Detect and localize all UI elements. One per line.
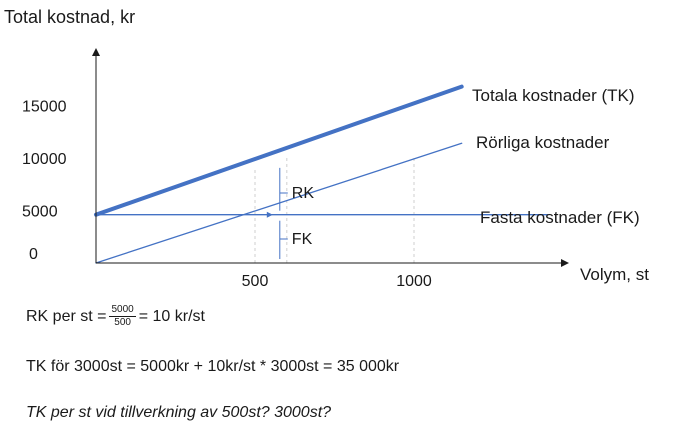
rk-result: = 10 kr/st [138, 307, 205, 325]
y-tick-15000: 15000 [22, 99, 67, 116]
rk-denominator: 500 [114, 317, 131, 328]
fk-arrow [266, 211, 273, 218]
reference-lines [254, 155, 415, 263]
annotation-fk: FK [292, 231, 313, 248]
series-label-2: Fasta kostnader (FK) [480, 208, 640, 227]
x-tick-500: 500 [242, 273, 269, 290]
y-tick-10000: 10000 [22, 151, 67, 168]
x-tick-1000: 1000 [396, 273, 432, 290]
rk-per-unit-formula: RK per st = 5000 500 = 10 kr/st [26, 304, 205, 329]
question-text: TK per st vid tillverkning av 500st? 300… [26, 404, 332, 421]
cost-chart: Totala kostnader (TK) Rörliga kostnader Fa… [4, 7, 649, 291]
rk-numerator: 5000 [109, 304, 136, 317]
series-label-1: Rörliga kostnader [476, 133, 610, 152]
tick-labels: 0 5000 10000 15000 500 1000 [22, 99, 432, 291]
series-group: Totala kostnader (TK) Rörliga kostnader Fa… [94, 84, 640, 264]
series-line-0 [94, 84, 464, 217]
series-line-1 [95, 142, 463, 264]
axes [92, 48, 569, 267]
series-label-0: Totala kostnader (TK) [472, 86, 635, 105]
y-axis-label: Total kostnad, kr [4, 7, 135, 27]
annotation-rk: RK [292, 185, 315, 202]
annotations: RK FK [266, 167, 315, 259]
x-axis-label: Volym, st [580, 265, 649, 284]
rk-prefix: RK per st = [26, 307, 107, 325]
y-tick-0: 0 [29, 246, 38, 263]
y-tick-5000: 5000 [22, 204, 58, 221]
tk-formula: TK för 3000st = 5000kr + 10kr/st * 3000s… [26, 358, 400, 375]
rk-fraction: 5000 500 [109, 304, 136, 329]
